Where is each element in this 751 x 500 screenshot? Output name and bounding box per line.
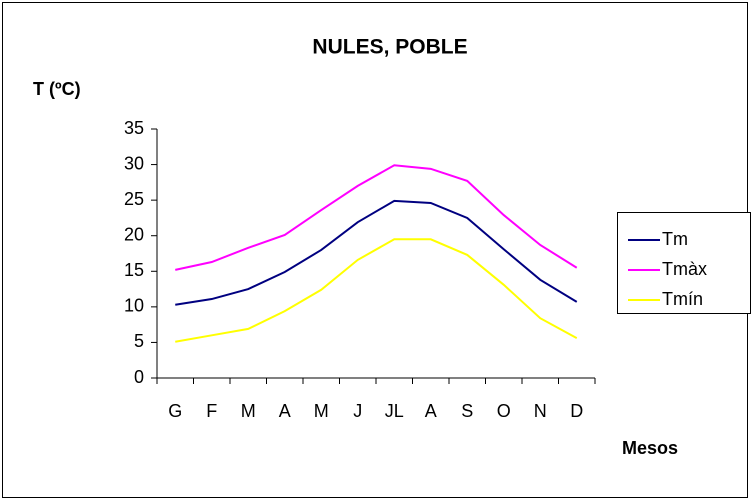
x-tick-label: N (534, 401, 547, 421)
y-tick-label: 5 (134, 331, 144, 351)
y-tick-label: 10 (124, 296, 144, 316)
x-tick-label: O (497, 401, 511, 421)
y-tick-label: 20 (124, 224, 144, 244)
series-line (175, 238, 578, 343)
x-tick-label: D (570, 401, 583, 421)
x-tick-label: J (353, 401, 362, 421)
y-tick-label: 30 (124, 153, 144, 173)
legend-label: Tm (662, 229, 688, 249)
y-tick-label: 35 (124, 118, 144, 138)
x-axis-label: Mesos (622, 438, 678, 458)
y-tick-label: 0 (134, 367, 144, 387)
legend-label: Tmín (662, 289, 703, 309)
series-line (175, 199, 578, 306)
x-tick-label: S (461, 401, 473, 421)
x-tick-label: M (241, 401, 256, 421)
legend-box (617, 212, 751, 314)
series-line (175, 164, 578, 271)
x-tick-label: JL (385, 401, 404, 421)
legend-label: Tmàx (662, 259, 707, 279)
x-tick-label: A (425, 401, 437, 421)
chart-title: NULES, POBLE (312, 36, 467, 59)
x-tick-label: A (279, 401, 291, 421)
y-tick-label: 25 (124, 189, 144, 209)
y-axis-label: T (ºC) (33, 79, 81, 99)
x-tick-label: M (314, 401, 329, 421)
x-tick-label: F (206, 401, 217, 421)
y-tick-label: 15 (124, 260, 144, 280)
x-tick-label: G (168, 401, 182, 421)
